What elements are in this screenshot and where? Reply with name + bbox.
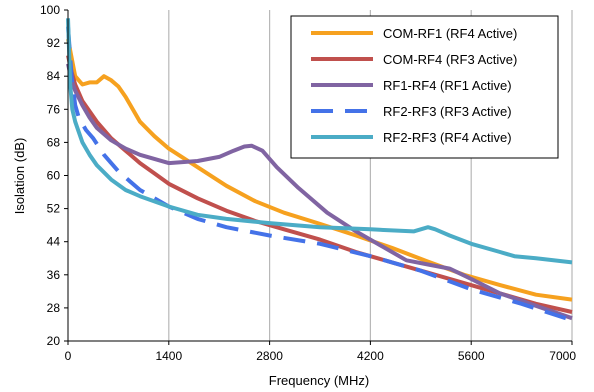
series-line-2 xyxy=(66,55,573,314)
y-tick-label-8: 84 xyxy=(47,69,61,83)
legend-label-5: RF2-RF3 (RF4 Active) xyxy=(383,130,512,145)
y-tick-label-7: 76 xyxy=(47,102,61,116)
y-tick-label-2: 36 xyxy=(47,268,61,282)
y-axis-label: Isolation (dB) xyxy=(12,138,27,215)
series-line-5 xyxy=(66,18,573,265)
y-tick-label-3: 44 xyxy=(47,235,61,249)
series-line-3 xyxy=(66,63,573,321)
x-tick-label-1: 1400 xyxy=(155,349,182,363)
tick-labels: 20 28 36 44 52 60 68 76 84 92 100 0 1400 2800 4200 5600… xyxy=(40,3,576,363)
y-tick-label-10: 100 xyxy=(40,3,60,17)
y-tick-label-1: 28 xyxy=(47,301,61,315)
x-tick-label-5: 7000 xyxy=(549,349,576,363)
y-tick-label-9: 92 xyxy=(47,36,61,50)
x-tick-label-4: 5600 xyxy=(458,349,485,363)
y-tick-label-6: 68 xyxy=(47,135,61,149)
y-tick-label-5: 60 xyxy=(47,169,61,183)
legend-label-1: COM-RF1 (RF4 Active) xyxy=(383,26,517,41)
x-tick-label-0: 0 xyxy=(65,349,72,363)
legend: COM-RF1 (RF4 Active) COM-RF4 (RF3 Active)… xyxy=(290,15,559,159)
y-tick-label-4: 52 xyxy=(47,202,61,216)
x-tick-label-2: 2800 xyxy=(256,349,283,363)
legend-label-3: RF1-RF4 (RF1 Active) xyxy=(383,78,512,93)
legend-label-4: RF2-RF3 (RF3 Active) xyxy=(383,104,512,119)
x-axis-label: Frequency (MHz) xyxy=(269,373,369,388)
x-tick-label-3: 4200 xyxy=(357,349,384,363)
y-tick-label-0: 20 xyxy=(47,334,61,348)
legend-label-2: COM-RF4 (RF3 Active) xyxy=(383,52,517,67)
series-lines xyxy=(66,18,573,323)
axes xyxy=(64,9,573,345)
